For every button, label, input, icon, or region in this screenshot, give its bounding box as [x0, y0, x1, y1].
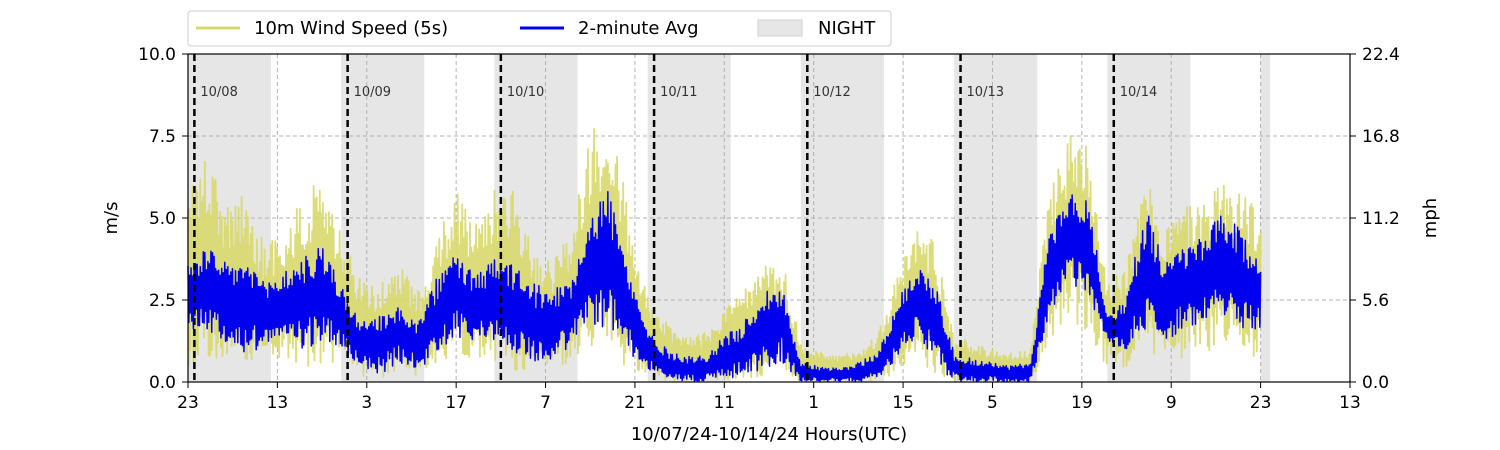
y-right-tick-label-0: 0.0: [1362, 373, 1389, 393]
y-right-tick-label-4: 22.4: [1362, 45, 1400, 65]
data-layer: [187, 127, 1262, 383]
legend: 10m Wind Speed (5s) 2-minute Avg NIGHT: [187, 10, 892, 47]
y-right-tick-label-2: 11.2: [1362, 209, 1400, 229]
day-label-4: 10/12: [813, 85, 850, 100]
x-tick-label-6: 11: [713, 393, 735, 413]
day-label-2: 10/10: [507, 85, 544, 100]
x-tick-label-7: 1: [808, 393, 819, 413]
x-tick-label-2: 3: [361, 393, 372, 413]
x-tick-label-1: 13: [267, 393, 289, 413]
legend-label-wind-speed: 10m Wind Speed (5s): [254, 18, 448, 39]
x-tick-label-13: 13: [1339, 393, 1361, 413]
x-tick-label-11: 9: [1166, 393, 1177, 413]
y-axis-left-title: m/s: [101, 202, 122, 235]
y-right-tick-label-1: 5.6: [1362, 291, 1389, 311]
y-left-tick-label-0: 0.0: [149, 373, 176, 393]
x-tick-label-0: 23: [177, 393, 199, 413]
x-tick-label-5: 21: [624, 393, 646, 413]
x-tick-label-3: 17: [445, 393, 467, 413]
y-right-tick-label-3: 16.8: [1362, 127, 1400, 147]
legend-label-2min-avg: 2-minute Avg: [578, 18, 699, 39]
day-label-3: 10/11: [660, 85, 697, 100]
day-label-0: 10/08: [200, 85, 237, 100]
x-tick-label-9: 5: [987, 393, 998, 413]
night-band-7: [1260, 54, 1271, 382]
day-label-5: 10/13: [967, 85, 1004, 100]
day-boundary-layer: 10/08 10/09 10/10 10/11 10/12 10/13 10/14: [193, 54, 1157, 382]
day-label-6: 10/14: [1120, 85, 1157, 100]
legend-swatch-night: [757, 19, 803, 37]
y-axis-right-title: mph: [1420, 198, 1441, 238]
x-tick-label-8: 15: [892, 393, 914, 413]
y-left-tick-label-4: 10.0: [138, 45, 176, 65]
y-left-tick-label-1: 2.5: [149, 291, 176, 311]
x-tick-label-4: 7: [540, 393, 551, 413]
x-tick-label-10: 19: [1071, 393, 1093, 413]
y-left-tick-label-3: 7.5: [149, 127, 176, 147]
legend-label-night: NIGHT: [818, 18, 876, 39]
axis-layer: 23 13 3 17 7 21 11 1 15 5 19 9 23 130.02.55.07.510.00…: [138, 45, 1400, 413]
y-left-tick-label-2: 5.0: [149, 209, 176, 229]
series-line-1: [187, 190, 1262, 383]
x-tick-label-12: 23: [1250, 393, 1272, 413]
x-axis-title: 10/07/24-10/14/24 Hours(UTC): [631, 424, 907, 445]
day-label-1: 10/09: [354, 85, 391, 100]
